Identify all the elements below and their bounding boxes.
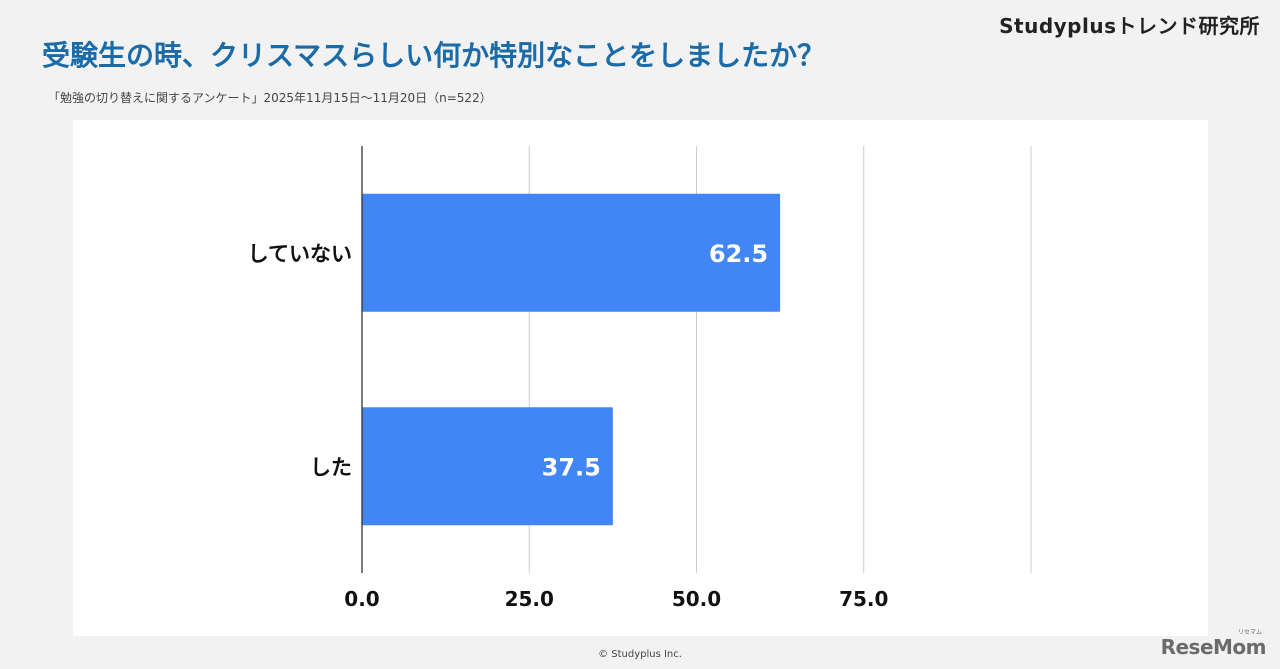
bar	[362, 407, 613, 526]
bar-chart: 62.5 していない 37.5 した 0.0 25.0 50.0 75.0	[248, 146, 1032, 611]
x-tick-label: 75.0	[839, 587, 888, 611]
resemom-watermark: ReseMom リセマム	[1160, 629, 1267, 659]
chart-title: 受験生の時、クリスマスらしい何か特別なことをしましたか？	[42, 39, 826, 72]
copyright-footer: © Studyplus Inc.	[598, 649, 682, 660]
bar	[362, 193, 781, 312]
bar-value-label: 37.5	[542, 453, 601, 481]
chart-panel: 62.5 していない 37.5 した 0.0 25.0 50.0 75.0	[73, 120, 1208, 636]
watermark-text: ReseMom	[1160, 635, 1267, 659]
watermark-small-text: リセマム	[1237, 629, 1262, 636]
bar-value-label: 62.5	[709, 240, 768, 268]
x-tick-label: 50.0	[672, 587, 721, 611]
category-label: していない	[248, 242, 352, 266]
x-tick-label: 25.0	[505, 587, 554, 611]
category-label: した	[310, 455, 352, 479]
chart-subtitle: 「勉強の切り替えに関するアンケート」2025年11月15日〜11月20日（n=5…	[48, 91, 492, 105]
brand-logo-text: Studyplusトレンド研究所	[999, 14, 1260, 38]
x-tick-label: 0.0	[344, 587, 379, 611]
